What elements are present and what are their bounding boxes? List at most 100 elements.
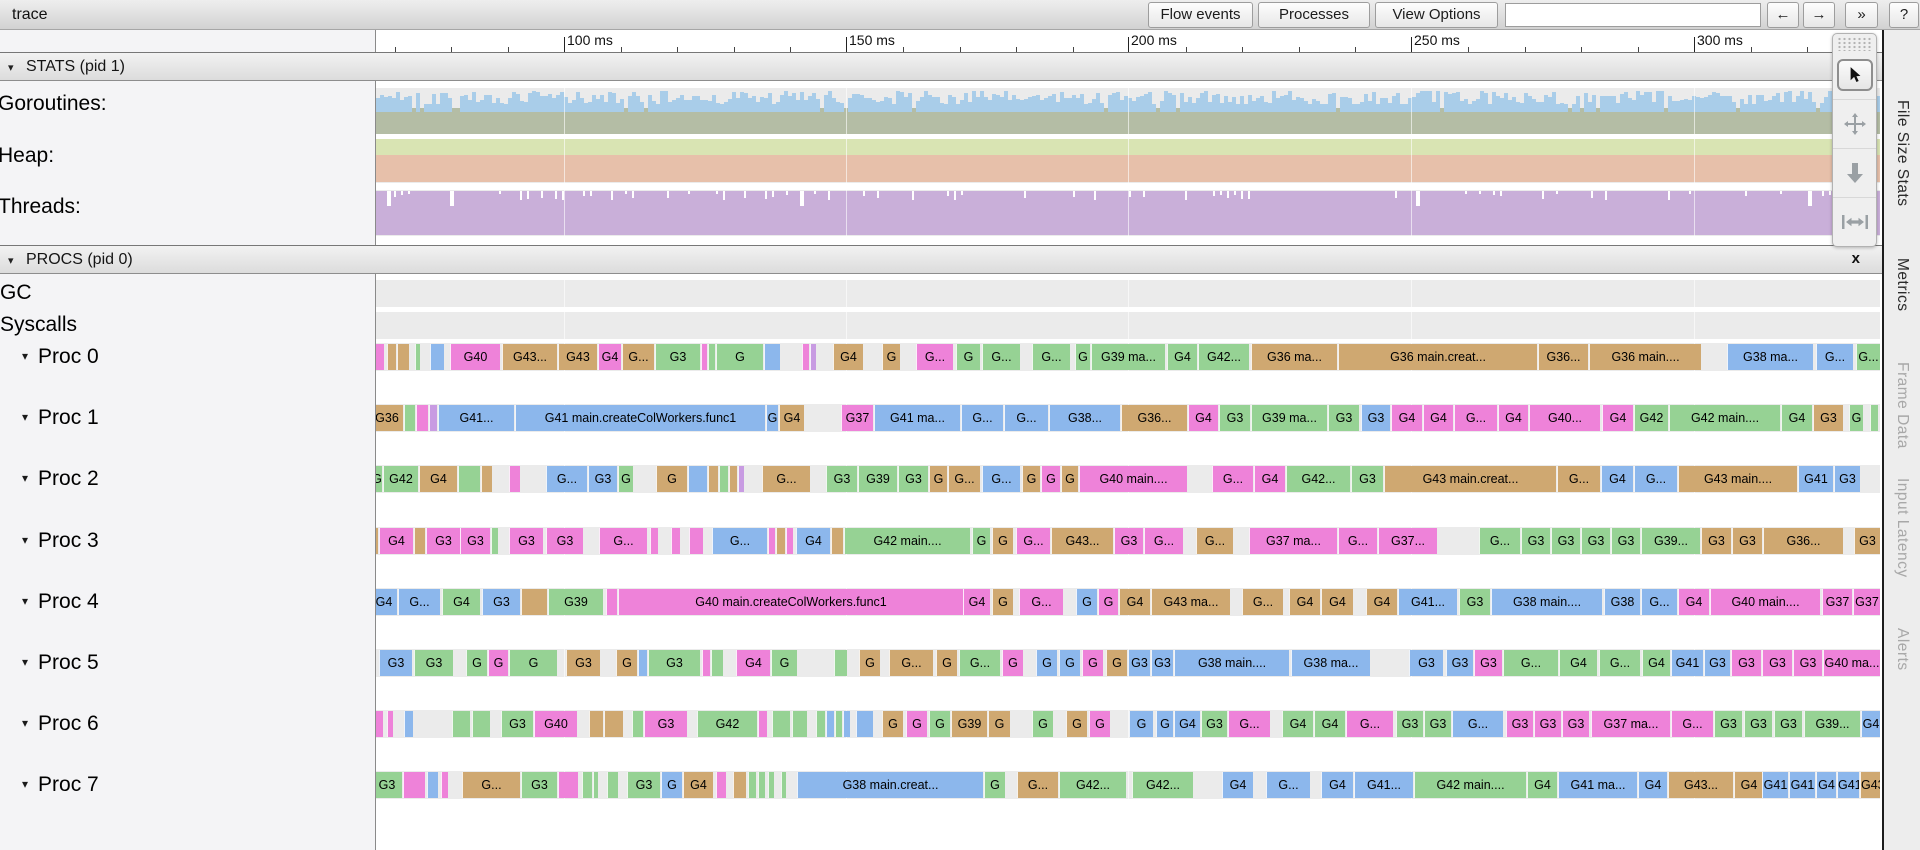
trace-span[interactable]: G: [936, 650, 957, 676]
trace-span[interactable]: G37 ma...: [1249, 528, 1337, 554]
trace-span[interactable]: G3: [1219, 405, 1250, 431]
trace-span[interactable]: G: [929, 466, 947, 492]
trace-span[interactable]: G38...: [1049, 405, 1120, 431]
trace-span[interactable]: [582, 772, 592, 798]
trace-span[interactable]: G42: [1634, 405, 1668, 431]
trace-span[interactable]: G: [1022, 466, 1040, 492]
trace-span[interactable]: G: [766, 405, 778, 431]
trace-span[interactable]: [427, 772, 438, 798]
trace-span[interactable]: G...: [1266, 772, 1310, 798]
trace-span[interactable]: G39...: [1641, 528, 1700, 554]
trace-span[interactable]: G40: [450, 344, 500, 370]
trace-span[interactable]: G4: [1391, 405, 1422, 431]
section-header-stats[interactable]: ▾ STATS (pid 1): [0, 52, 1884, 81]
nav-back-button[interactable]: ←: [1767, 2, 1799, 28]
trace-span[interactable]: G43 main....: [1678, 466, 1797, 492]
trace-span[interactable]: G...: [1032, 344, 1070, 370]
trace-span[interactable]: [415, 344, 420, 370]
trace-span[interactable]: G...: [1671, 711, 1713, 737]
track-label-proc3[interactable]: ▾ Proc 3: [22, 529, 99, 553]
trace-span[interactable]: G: [1061, 466, 1078, 492]
trace-span[interactable]: G: [984, 772, 1005, 798]
trace-span[interactable]: [638, 650, 647, 676]
trace-span[interactable]: G41...: [1398, 589, 1457, 615]
trace-span[interactable]: G3: [1409, 650, 1443, 676]
trace-span[interactable]: G3: [521, 772, 557, 798]
trace-span[interactable]: G4: [1289, 589, 1320, 615]
trace-span[interactable]: G3: [1581, 528, 1610, 554]
trace-span[interactable]: [404, 405, 415, 431]
trace-span[interactable]: G: [956, 344, 980, 370]
trace-span[interactable]: G...: [622, 344, 654, 370]
trace-span[interactable]: G43: [558, 344, 597, 370]
trace-span[interactable]: G: [882, 711, 903, 737]
track-label-proc5[interactable]: ▾ Proc 5: [22, 651, 99, 675]
trace-span[interactable]: G4: [1601, 466, 1633, 492]
trace-span[interactable]: [604, 711, 623, 737]
trace-span[interactable]: G42...: [1059, 772, 1126, 798]
trace-span[interactable]: G41: [1798, 466, 1833, 492]
trace-span[interactable]: G4: [1498, 405, 1528, 431]
trace-span[interactable]: G...: [1017, 772, 1058, 798]
trace-span[interactable]: G...: [889, 650, 933, 676]
trace-span[interactable]: [397, 344, 409, 370]
trace-span[interactable]: G3: [1396, 711, 1423, 737]
trace-span[interactable]: G: [929, 711, 950, 737]
trace-span[interactable]: G: [1066, 711, 1087, 737]
timing-tool[interactable]: [1833, 148, 1876, 197]
trace-span[interactable]: [786, 528, 793, 554]
trace-span[interactable]: G: [988, 711, 1010, 737]
trace-span[interactable]: G...: [1338, 528, 1377, 554]
trace-span[interactable]: G40 main....: [1079, 466, 1187, 492]
trace-span[interactable]: G4: [1734, 772, 1763, 798]
trace-span[interactable]: G...: [712, 528, 767, 554]
trace-span[interactable]: G3: [588, 466, 617, 492]
trace-span[interactable]: [701, 344, 707, 370]
trace-span[interactable]: [606, 589, 617, 615]
trace-span[interactable]: G3: [482, 589, 520, 615]
trace-span[interactable]: G4: [1527, 772, 1557, 798]
trace-span[interactable]: [768, 528, 775, 554]
trace-span[interactable]: [719, 466, 728, 492]
trace-span[interactable]: G3: [1201, 711, 1227, 737]
trace-span[interactable]: G...: [982, 344, 1020, 370]
trace-span[interactable]: G...: [1503, 650, 1558, 676]
trace-span[interactable]: G39...: [1804, 711, 1860, 737]
collapse-triangle-icon[interactable]: ▾: [22, 776, 29, 791]
trace-span[interactable]: G4: [1366, 589, 1397, 615]
trace-span[interactable]: G3: [1361, 405, 1390, 431]
trace-span[interactable]: G...: [1454, 405, 1497, 431]
trace-span[interactable]: G3: [566, 650, 600, 676]
trace-span[interactable]: [776, 528, 785, 554]
trace-span[interactable]: G3: [414, 650, 453, 676]
sidebar-tab-file-size-stats[interactable]: File Size Stats: [1894, 100, 1911, 207]
trace-span[interactable]: G3: [1128, 650, 1150, 676]
trace-span[interactable]: [589, 711, 603, 737]
trace-span[interactable]: G4: [1423, 405, 1453, 431]
trace-span[interactable]: G4: [796, 528, 830, 554]
trace-span[interactable]: G42 main....: [1669, 405, 1780, 431]
trace-span[interactable]: G: [992, 528, 1013, 554]
trace-span[interactable]: G: [1075, 344, 1090, 370]
trace-span[interactable]: G4: [1188, 405, 1218, 431]
trace-span[interactable]: G40: [534, 711, 577, 737]
trace-span[interactable]: [430, 344, 444, 370]
palette-drag-handle[interactable]: [1837, 37, 1872, 51]
trace-span[interactable]: G39: [548, 589, 603, 615]
trace-span[interactable]: G: [906, 711, 927, 737]
trace-span[interactable]: G4: [1602, 405, 1633, 431]
trace-span[interactable]: G: [488, 650, 508, 676]
trace-span[interactable]: G3: [648, 650, 700, 676]
trace-span[interactable]: [738, 466, 744, 492]
trace-span[interactable]: G...: [1016, 528, 1050, 554]
track-label-proc2[interactable]: ▾ Proc 2: [22, 467, 99, 491]
trace-span[interactable]: [702, 650, 710, 676]
trace-span[interactable]: G3: [1351, 466, 1383, 492]
trace-span[interactable]: G3: [376, 772, 402, 798]
trace-span[interactable]: G: [1059, 650, 1080, 676]
trace-span[interactable]: G: [1106, 650, 1127, 676]
trace-span[interactable]: G43...: [1051, 528, 1113, 554]
trace-span[interactable]: G41...: [438, 405, 514, 431]
trace-span[interactable]: G3: [1762, 650, 1792, 676]
trace-span[interactable]: G...: [1242, 589, 1283, 615]
